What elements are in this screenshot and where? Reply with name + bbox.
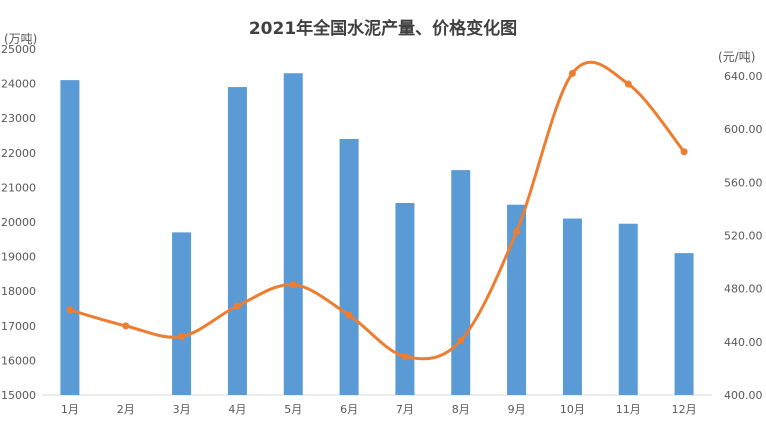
price-point	[568, 69, 576, 77]
right-axis-tick-label: 400.00	[724, 389, 763, 402]
x-axis-tick-label: 9月	[508, 403, 526, 416]
right-axis-unit: (元/吨)	[718, 50, 756, 64]
x-axis-tick-label: 7月	[396, 403, 414, 416]
left-axis-tick-label: 16000	[1, 354, 36, 367]
bar	[674, 253, 694, 395]
left-axis-tick-label: 20000	[1, 216, 36, 229]
right-axis-tick-label: 440.00	[724, 336, 763, 349]
right-axis-tick-label: 600.00	[724, 123, 763, 136]
left-axis-tick-label: 18000	[1, 285, 36, 298]
left-axis-tick-label: 17000	[1, 320, 36, 333]
price-point	[66, 306, 74, 314]
x-axis-tick-label: 10月	[560, 403, 585, 416]
price-point	[513, 228, 521, 236]
bar	[562, 218, 582, 395]
price-point	[233, 302, 241, 310]
x-axis-tick-label: 1月	[61, 403, 79, 416]
x-axis-tick-label: 5月	[284, 403, 302, 416]
bar	[395, 202, 415, 395]
price-point	[178, 333, 186, 341]
price-line	[68, 60, 686, 361]
price-point	[289, 281, 297, 289]
x-axis-tick-label: 8月	[452, 403, 470, 416]
bar	[507, 204, 527, 395]
price-point	[680, 148, 688, 156]
price-point	[345, 311, 353, 319]
right-axis-tick-label: 560.00	[724, 176, 763, 189]
left-axis-tick-label: 23000	[1, 112, 36, 125]
x-axis-tick-label: 12月	[672, 403, 697, 416]
bar	[339, 138, 359, 395]
price-point	[624, 80, 632, 88]
x-axis-tick-label: 2月	[117, 403, 135, 416]
bar	[451, 170, 471, 395]
x-axis-tick-label: 11月	[616, 403, 641, 416]
right-axis-tick-label: 640.00	[724, 70, 763, 83]
bar	[227, 87, 247, 395]
bar	[60, 80, 80, 395]
left-axis-unit: (万吨)	[4, 32, 38, 46]
left-axis-tick-label: 15000	[1, 389, 36, 402]
bar	[283, 73, 303, 395]
left-axis-tick-label: 25000	[1, 43, 36, 56]
price-point	[401, 352, 409, 360]
price-point	[457, 337, 465, 345]
x-axis-tick-label: 3月	[173, 403, 191, 416]
left-axis-tick-label: 19000	[1, 251, 36, 264]
left-axis-tick-label: 24000	[1, 78, 36, 91]
chart-title: 2021年全国水泥产量、价格变化图	[248, 19, 518, 39]
bar	[618, 223, 638, 395]
left-axis-tick-label: 21000	[1, 181, 36, 194]
x-axis-tick-label: 4月	[228, 403, 246, 416]
left-axis-tick-label: 22000	[1, 147, 36, 160]
x-axis-tick-label: 6月	[340, 403, 358, 416]
bar	[172, 232, 192, 395]
right-axis-tick-label: 520.00	[724, 230, 763, 243]
price-point	[122, 322, 130, 330]
right-axis-tick-label: 480.00	[724, 283, 763, 296]
